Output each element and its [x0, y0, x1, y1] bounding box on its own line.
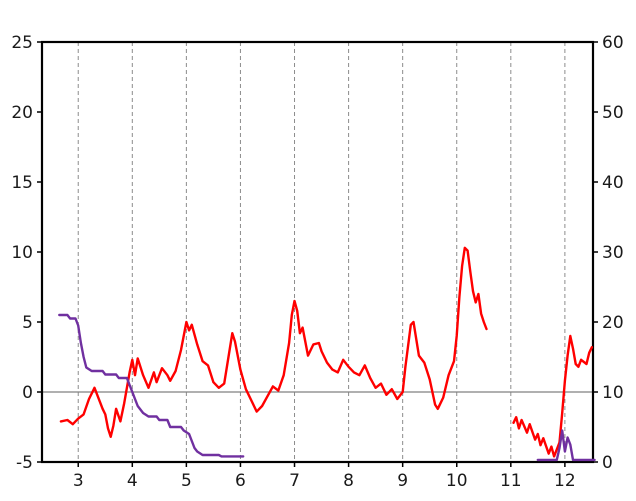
- right-tick-label: 40: [602, 173, 624, 193]
- x-tick-label: 6: [235, 471, 246, 491]
- x-tick-label: 10: [446, 471, 468, 491]
- x-tick-label: 5: [181, 471, 192, 491]
- right-tick-label: 20: [602, 313, 624, 333]
- x-tick-label: 11: [500, 471, 522, 491]
- left-tick-label: 0: [22, 383, 33, 403]
- right-tick-label: 0: [602, 453, 613, 473]
- x-tick-label: 12: [554, 471, 576, 491]
- left-tick-label: 15: [11, 173, 33, 193]
- right-tick-label: 30: [602, 243, 624, 263]
- left-tick-label: 20: [11, 103, 33, 123]
- red-series-path: [512, 334, 594, 458]
- x-tick-label: 8: [343, 471, 354, 491]
- left-tick-label: -5: [16, 453, 33, 473]
- plot-border: [40, 40, 595, 464]
- purple-series-path: [536, 429, 596, 462]
- x-tick-label: 3: [73, 471, 84, 491]
- purple-series-path: [58, 313, 245, 458]
- left-tick-label: 10: [11, 243, 33, 263]
- right-tick-label: 50: [602, 103, 624, 123]
- red-series-path: [59, 246, 488, 438]
- x-tick-label: 7: [289, 471, 300, 491]
- right-tick-label: 10: [602, 383, 624, 403]
- right-tick-label: 60: [602, 33, 624, 53]
- left-tick-label: 25: [11, 33, 33, 53]
- x-tick-label: 4: [127, 471, 138, 491]
- left-tick-label: 5: [22, 313, 33, 333]
- x-tick-label: 9: [397, 471, 408, 491]
